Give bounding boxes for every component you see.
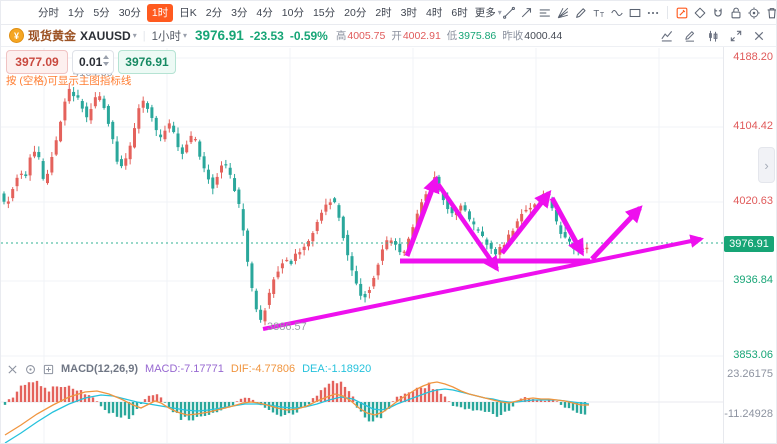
interval-6时[interactable]: 6时	[451, 7, 468, 19]
price-change: -23.53	[249, 28, 284, 43]
unlock-tool-icon[interactable]	[729, 6, 743, 20]
trash-icon[interactable]	[765, 6, 777, 20]
more-label: 更多	[474, 7, 496, 19]
spread-stepper-arrows[interactable]	[103, 55, 109, 66]
interval-list: 分时 1分 5分 30分 1时 日K 2分 3分 4分 10分 15分 20分 2时 3时 4时 6时	[35, 3, 471, 22]
instrument-info-bar: ¥ 现货黄金 XAUUSD ▾ | 1小时 ▾ 3976.91 -23.53 -…	[1, 25, 776, 47]
interval-日K[interactable]: 日K	[179, 7, 197, 19]
interval-4分[interactable]: 4分	[256, 7, 273, 19]
axis-tick: -11.24928	[724, 408, 773, 420]
axis-tick: 3936.84	[733, 274, 773, 286]
last-price: 3976.91	[194, 28, 244, 43]
interval-5分[interactable]: 5分	[93, 7, 110, 19]
more-intervals-button[interactable]: 更多 ▾	[475, 5, 502, 20]
axis-tick: 4188.20	[733, 51, 773, 63]
chart-style-icon[interactable]	[706, 29, 720, 43]
axis-tick: 4020.63	[733, 195, 773, 207]
interval-2时[interactable]: 2时	[375, 7, 392, 19]
interval-分时[interactable]: 分时	[38, 7, 59, 19]
ohlc-stats: 高 4005.75 开 4002.91 低 3975.86 昨收 4000.44	[336, 28, 568, 43]
interval-30分[interactable]: 30分	[118, 7, 141, 19]
gann-fan-tool-icon[interactable]	[556, 6, 570, 20]
draw-mode-icon[interactable]	[675, 6, 689, 20]
svg-text:T: T	[600, 11, 605, 18]
axis-tick: 3853.06	[733, 349, 773, 361]
collapse-panel-handle[interactable]: ›	[758, 147, 775, 183]
crosshair-tool-icon[interactable]	[747, 6, 761, 20]
stat-昨收: 昨收 4000.44	[502, 29, 563, 43]
macd-settings-icon[interactable]	[25, 364, 36, 375]
spread-value: 0.01	[79, 55, 103, 69]
chart-action-icons	[660, 29, 768, 43]
stat-低: 低 3975.86	[446, 29, 497, 43]
spread-stepper[interactable]: 0.01	[72, 50, 114, 74]
indicator-icon[interactable]	[660, 29, 674, 43]
interval-1时[interactable]: 1时	[146, 3, 174, 22]
divider: |	[142, 29, 146, 42]
annotation-down-arrow-2	[549, 196, 585, 257]
edit-icon[interactable]	[683, 29, 697, 43]
horizontal-line-tool-icon[interactable]	[538, 6, 552, 20]
wave-tool-icon[interactable]	[610, 6, 624, 20]
interval-15分[interactable]: 15分	[312, 7, 336, 19]
instrument-icon: ¥	[9, 28, 24, 43]
instrument-name: 现货黄金	[28, 29, 77, 43]
dif-value: DIF:-4.77806	[230, 363, 296, 375]
fullscreen-icon[interactable]	[729, 29, 743, 43]
symbol-chevron-down-icon[interactable]: ▾	[132, 31, 137, 40]
trend-arrow-tool-icon[interactable]	[520, 6, 534, 20]
keyboard-hint: 按 (空格)可显示主图指标线	[6, 75, 132, 87]
step-down-icon[interactable]	[103, 62, 109, 66]
annotation-up-arrow-1	[404, 175, 440, 257]
macd-close-icon[interactable]	[7, 364, 18, 375]
macd-header: MACD(12,26,9) MACD:-7.17771 DIF:-4.77806…	[7, 361, 371, 377]
timeframe-chevron-down-icon[interactable]: ▾	[182, 31, 187, 40]
timeframe-select[interactable]: 1小时	[151, 30, 181, 43]
chevron-down-icon: ▾	[497, 8, 502, 17]
more-tools-icon[interactable]	[646, 6, 660, 20]
interval-4时[interactable]: 4时	[426, 7, 443, 19]
interval-3时[interactable]: 3时	[400, 7, 418, 19]
price-change-percent: -0.59%	[289, 28, 328, 43]
annotation-up-arrow-2	[500, 189, 552, 255]
rectangle-tool-icon[interactable]	[628, 6, 642, 20]
symbol-label[interactable]: XAUUSD	[80, 28, 131, 43]
price-axis[interactable]	[723, 47, 724, 443]
close-chart-icon[interactable]	[752, 29, 766, 43]
axis-tick: 4104.42	[733, 120, 773, 132]
magnet-tool-icon[interactable]	[711, 6, 725, 20]
dea-value: DEA:-1.18920	[302, 363, 372, 375]
buy-price-button[interactable]: 3976.91	[118, 50, 176, 74]
trendline-tool-icon[interactable]	[502, 6, 516, 20]
stat-高: 高 4005.75	[335, 29, 386, 43]
interval-20分[interactable]: 20分	[344, 7, 367, 19]
step-up-icon[interactable]	[103, 55, 109, 59]
macd-expand-icon[interactable]	[43, 364, 54, 375]
svg-text:T: T	[593, 8, 599, 19]
axis-tick: 23.26175	[727, 368, 773, 380]
interval-2分[interactable]: 2分	[205, 7, 223, 19]
interval-1分[interactable]: 1分	[68, 7, 85, 19]
macd-value: MACD:-7.17771	[145, 363, 224, 375]
interval-3分[interactable]: 3分	[231, 7, 248, 19]
annotation-trend-arrow-long	[262, 234, 704, 331]
stat-开: 开 4002.91	[391, 29, 441, 43]
interval-toolbar: 分时 1分 5分 30分 1时 日K 2分 3分 4分 10分 15分 20分 2时 3时 4时 6时 更多 …	[1, 1, 776, 25]
sell-price-button[interactable]: 3977.09	[6, 50, 68, 74]
annotation-down-arrow-1	[436, 182, 499, 272]
macd-title: MACD(12,26,9)	[61, 363, 139, 375]
brush-tool-icon[interactable]	[574, 6, 588, 20]
interval-10分[interactable]: 10分	[281, 7, 304, 19]
swing-low-label: 3886.57	[267, 321, 307, 333]
eraser-tool-icon[interactable]	[693, 6, 707, 20]
toolbar-divider	[666, 6, 668, 19]
annotation-up-arrow-3	[590, 205, 643, 261]
current-price-badge: 3976.91	[724, 236, 774, 252]
